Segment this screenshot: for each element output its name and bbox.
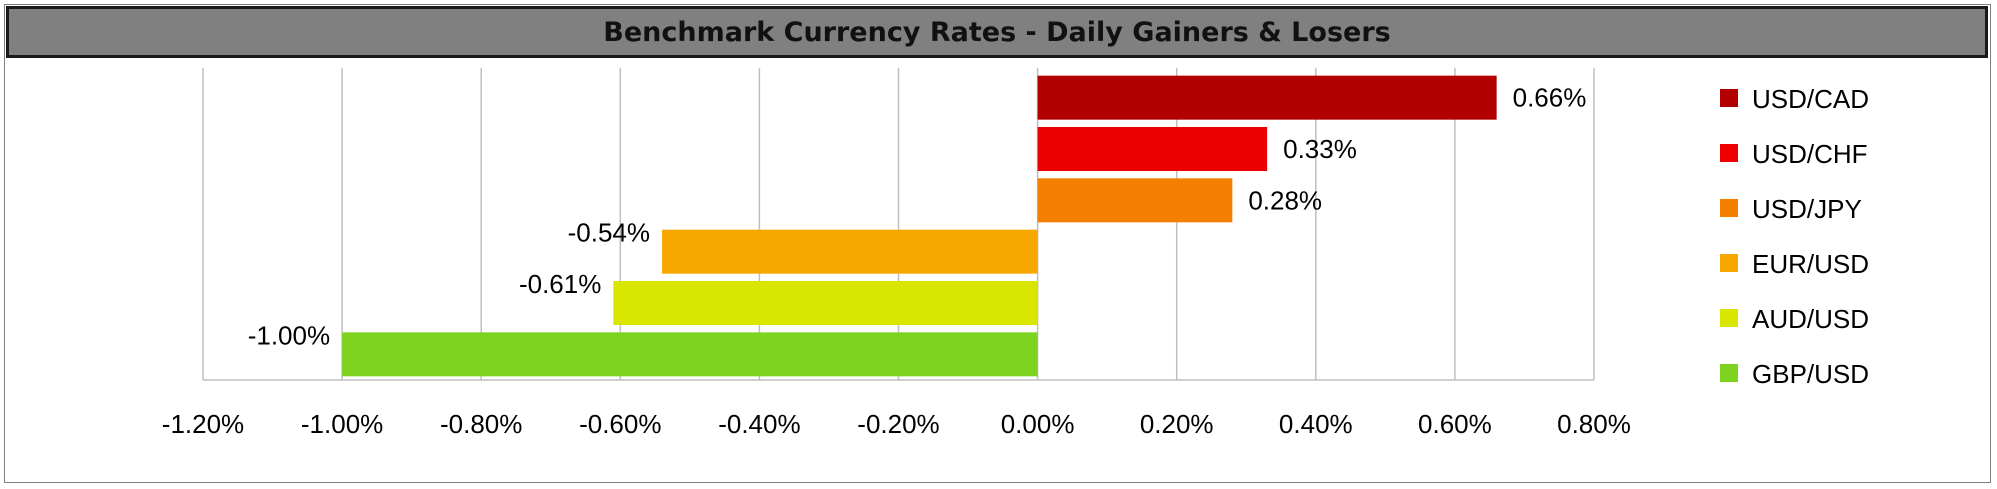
x-axis-ticks: -1.20% -1.00% -0.80% -0.60% -0.40% -0.20% 0.00… xyxy=(162,409,1631,439)
bar-gbp-usd xyxy=(342,332,1038,377)
data-labels: 0.66% 0.33% 0.28% -0.54% -0.61% -1.00% xyxy=(248,83,1587,351)
x-tick-label: -0.60% xyxy=(579,409,661,439)
x-tick-label: -1.20% xyxy=(162,409,244,439)
x-tick-label: -0.20% xyxy=(857,409,939,439)
legend-label: USD/CHF xyxy=(1752,139,1868,169)
data-label: -0.54% xyxy=(568,218,650,248)
bar-usd-jpy xyxy=(1037,178,1233,223)
legend-swatch xyxy=(1720,309,1738,327)
x-tick-label: -0.40% xyxy=(718,409,800,439)
legend-label: GBP/USD xyxy=(1752,359,1869,389)
bar-eur-usd xyxy=(662,229,1038,274)
data-label: -1.00% xyxy=(248,320,330,350)
data-label: 0.33% xyxy=(1283,134,1357,164)
legend-label: EUR/USD xyxy=(1752,249,1869,279)
legend-label: USD/CAD xyxy=(1752,84,1869,114)
legend-swatch xyxy=(1720,254,1738,272)
data-label: 0.28% xyxy=(1248,185,1322,215)
bar-usd-chf xyxy=(1037,127,1268,171)
x-tick-label: 0.60% xyxy=(1418,409,1492,439)
x-tick-label: -0.80% xyxy=(440,409,522,439)
x-tick-label: -1.00% xyxy=(301,409,383,439)
legend-swatch xyxy=(1720,144,1738,162)
legend-label: AUD/USD xyxy=(1752,304,1869,334)
legend-swatch xyxy=(1720,89,1738,107)
x-tick-label: 0.80% xyxy=(1557,409,1631,439)
legend: USD/CAD USD/CHF USD/JPY EUR/USD AUD/USD GBP/U… xyxy=(1720,84,1869,389)
data-label: 0.66% xyxy=(1513,83,1587,113)
x-tick-label: 0.20% xyxy=(1140,409,1214,439)
x-tick-label: 0.40% xyxy=(1279,409,1353,439)
bar-aud-usd xyxy=(613,281,1038,325)
data-label: -0.61% xyxy=(519,269,601,299)
x-tick-label: 0.00% xyxy=(1001,409,1075,439)
legend-label: USD/JPY xyxy=(1752,194,1862,224)
gridlines xyxy=(202,68,1595,381)
chart-title: Benchmark Currency Rates - Daily Gainers… xyxy=(603,16,1391,48)
bars xyxy=(342,75,1497,377)
chart-title-bar: Benchmark Currency Rates - Daily Gainers… xyxy=(6,6,1988,58)
legend-swatch xyxy=(1720,364,1738,382)
bar-usd-cad xyxy=(1037,75,1497,120)
legend-swatch xyxy=(1720,199,1738,217)
